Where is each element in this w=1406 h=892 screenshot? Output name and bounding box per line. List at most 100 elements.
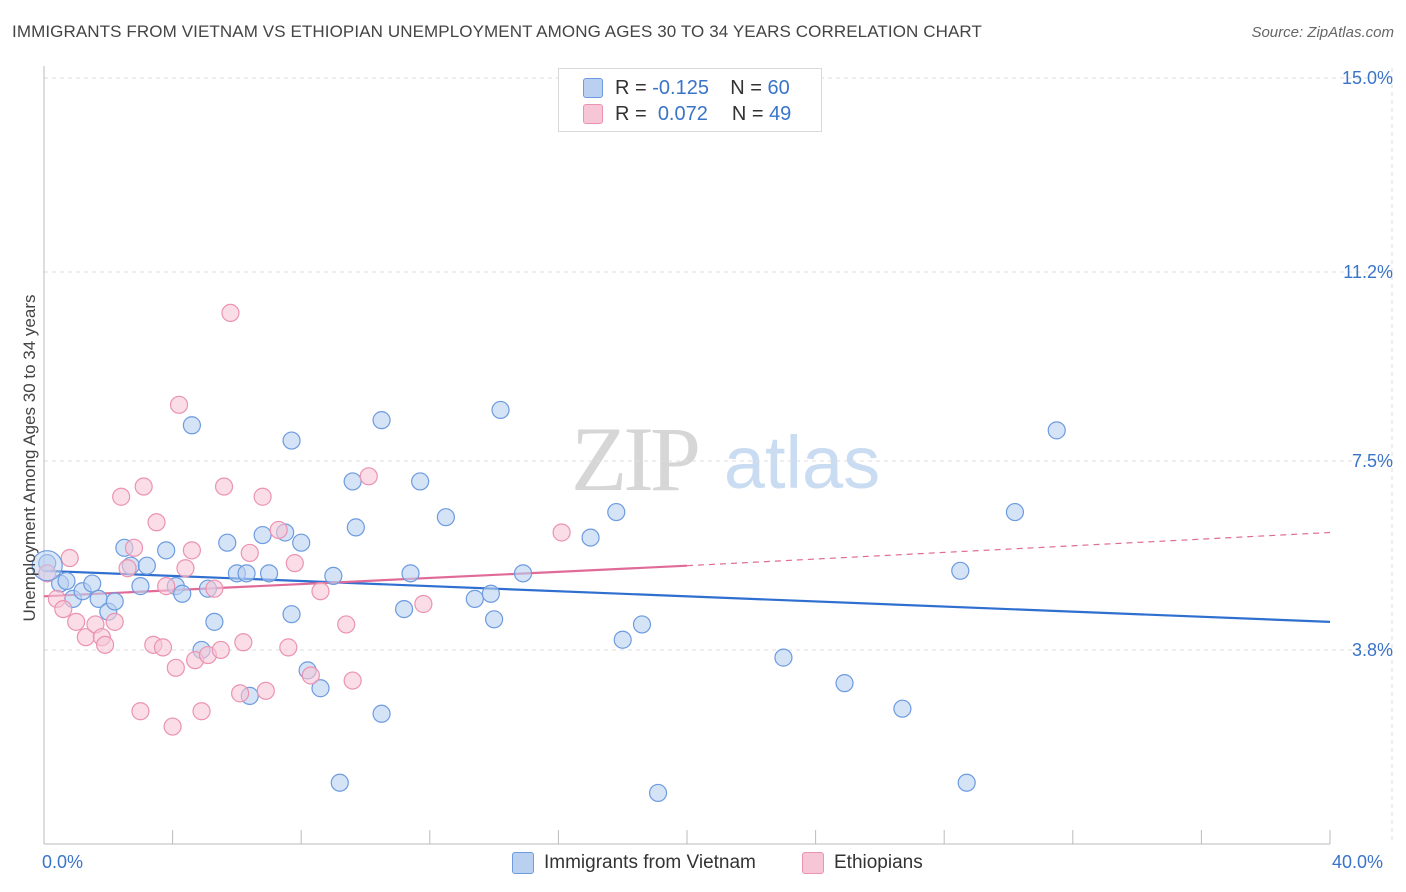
vietnam-point (343, 472, 362, 491)
ethiopian-point (279, 638, 298, 657)
vietnam-point (131, 577, 150, 596)
ethiopian-point (343, 671, 362, 690)
ethiopian-trend-line-dashed (686, 531, 1331, 567)
vietnam-point (401, 564, 420, 583)
axes (43, 66, 1331, 845)
bottom-legend-vietnam: Immigrants from Vietnam (512, 852, 756, 874)
ethiopian-trend-line (43, 564, 688, 598)
ethiopian-point (214, 477, 234, 496)
trend-lines (43, 531, 1331, 623)
ethiopian-point (131, 702, 150, 721)
vietnam-point (1005, 502, 1025, 522)
vietnam-point (282, 431, 301, 450)
vietnam-point (157, 541, 176, 560)
legend-r-value-vietnam: -0.125 (652, 76, 709, 99)
watermark-zip: ZIP (571, 408, 698, 510)
ethiopian-point (124, 538, 144, 557)
vietnam-point (411, 472, 430, 491)
vietnam-point (237, 564, 256, 583)
ethiopian-point (54, 599, 73, 619)
chart-source: Source: ZipAtlas.com (1251, 24, 1394, 41)
y-tick-label: 7.5% (1352, 451, 1393, 471)
vietnam-point (57, 571, 76, 591)
vietnam-point (481, 584, 500, 603)
ethiopian-point (105, 612, 124, 631)
legend-r-value-ethiopians: 0.072 (657, 102, 708, 125)
y-tick-label: 15.0% (1342, 68, 1393, 88)
ethiopian-point (169, 395, 189, 414)
ethiopian-point (211, 640, 230, 660)
vietnam-point (173, 584, 192, 603)
vietnam-point (613, 630, 632, 649)
bottom-legend-label-vietnam: Immigrants from Vietnam (544, 852, 756, 873)
vietnam-point (1047, 421, 1066, 440)
ethiopian-point (153, 638, 173, 657)
ethiopian-point (147, 513, 166, 532)
ethiopian-point (67, 612, 86, 631)
vietnam-point (292, 533, 311, 552)
vietnam-point (218, 533, 237, 552)
vietnam-point (465, 589, 484, 608)
x-tick-label-min: 0.0% (42, 852, 84, 872)
vietnam-point (259, 564, 279, 583)
ethiopian-point (118, 559, 137, 578)
ethiopian-point (60, 548, 79, 568)
vietnam-point (951, 561, 970, 580)
legend-n-value-ethiopians: 49 (769, 102, 792, 125)
ethiopian-point (359, 467, 378, 486)
vietnam-point-large (31, 550, 63, 582)
vietnam-point (835, 674, 854, 693)
vietnam-point (632, 615, 652, 634)
legend-swatch-vietnam (583, 78, 603, 98)
vietnam-point (394, 599, 414, 619)
vietnam-point (648, 783, 668, 803)
y-tick-labels: 3.8% 7.5% 11.2% 15.0% (1342, 68, 1393, 660)
ethiopian-point (234, 633, 253, 652)
legend-swatch-ethiopians (583, 104, 603, 124)
vietnam-point (774, 648, 793, 667)
ethiopian-point (192, 702, 211, 721)
ethiopian-point (269, 520, 288, 540)
ethiopian-point (301, 666, 320, 685)
vietnam-point (372, 411, 391, 430)
ethiopian-point (134, 477, 153, 496)
y-axis-label: Unemployment Among Ages 30 to 34 years (20, 294, 39, 622)
vietnam-point (491, 400, 510, 420)
vietnam-trend-line (43, 569, 1331, 623)
y-tick-label: 3.8% (1352, 640, 1393, 660)
vietnam-point (324, 566, 343, 586)
legend-r-label: R = (615, 102, 647, 125)
vietnam-point (182, 416, 201, 435)
vietnam-point (372, 704, 391, 723)
vietnam-point (311, 679, 330, 698)
vietnam-point (105, 592, 124, 611)
vietnam-point (513, 564, 533, 583)
legend-n-value-vietnam: 60 (767, 76, 790, 99)
ethiopian-point (163, 717, 182, 736)
ethiopian-point (311, 582, 330, 601)
vietnam-point (893, 699, 912, 718)
stats-legend: R = -0.125 N = 60 R = 0.072 N = 49 (558, 68, 822, 132)
vietnam-point (957, 773, 976, 792)
vietnam-point (205, 612, 224, 631)
vietnam-point (330, 773, 349, 792)
watermark-atlas: atlas (724, 421, 880, 504)
vietnam-point (253, 525, 272, 545)
bottom-legend-ethiopians: Ethiopians (802, 852, 923, 874)
ethiopian-point (205, 579, 224, 598)
ethiopian-point (256, 681, 275, 700)
legend-n-label: N = (730, 76, 762, 99)
vietnam-point (485, 610, 504, 629)
ethiopian-point (95, 635, 115, 654)
grid-lines (44, 68, 1393, 844)
chart-title: IMMIGRANTS FROM VIETNAM VS ETHIOPIAN UNE… (12, 22, 982, 41)
bottom-legend-swatch-ethiopians (802, 852, 824, 874)
y-tick-label: 11.2% (1343, 262, 1393, 282)
vietnam-point (607, 502, 626, 522)
legend-n-label: N = (731, 102, 764, 125)
legend-row-vietnam: R = -0.125 N = 60 (583, 76, 790, 100)
bottom-legend-label-ethiopians: Ethiopians (834, 852, 923, 873)
x-tick-label-max: 40.0% (1332, 852, 1384, 872)
ethiopian-point (253, 487, 272, 506)
